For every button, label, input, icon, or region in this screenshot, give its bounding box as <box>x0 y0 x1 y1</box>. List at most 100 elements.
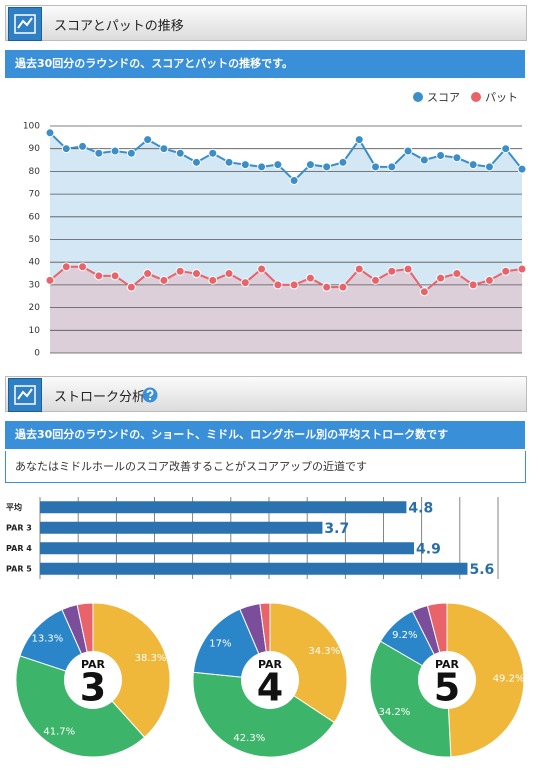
help-icon[interactable] <box>142 387 158 403</box>
center-label: PAR <box>435 658 460 671</box>
point <box>224 269 234 279</box>
point <box>403 146 413 156</box>
slice-label: 41.7% <box>43 727 75 738</box>
section-title: スコアとパットの推移 <box>54 19 184 34</box>
y-tick-label: PAR 4 <box>6 544 32 553</box>
point <box>208 148 218 158</box>
y-tick-label: PAR 3 <box>6 523 32 532</box>
point <box>240 278 250 288</box>
point <box>94 148 104 158</box>
point <box>322 282 332 292</box>
point <box>322 162 332 172</box>
point <box>273 280 283 290</box>
point <box>94 271 104 281</box>
point <box>452 269 462 279</box>
pie-center <box>241 651 299 709</box>
point <box>45 275 55 285</box>
y-tick-label: 0 <box>34 349 40 359</box>
legend-marker <box>471 92 481 102</box>
section-icon <box>8 378 42 412</box>
point <box>419 155 429 165</box>
point <box>305 273 315 283</box>
point <box>419 287 429 297</box>
point <box>354 264 364 274</box>
section-header: ストローク分析 <box>5 376 527 412</box>
point <box>289 280 299 290</box>
center-value: 5 <box>434 666 460 710</box>
point <box>143 135 153 145</box>
section-description: 過去30回分のラウンドの、ショート、ミドル、ロングホール別の平均ストローク数です <box>5 421 525 449</box>
point <box>110 146 120 156</box>
slice-label: 42.3% <box>233 733 265 744</box>
point <box>484 162 494 172</box>
point <box>110 271 120 281</box>
section-title: ストローク分析 <box>54 390 146 405</box>
point <box>305 160 315 170</box>
point <box>517 164 527 174</box>
point <box>436 151 446 161</box>
center-value: 3 <box>80 666 106 710</box>
point <box>501 266 511 276</box>
legend-label: パット <box>485 91 518 104</box>
point <box>126 148 136 158</box>
point <box>257 162 267 172</box>
center-value: 4 <box>257 666 283 710</box>
point <box>159 275 169 285</box>
slice-label: 49.2% <box>493 673 525 684</box>
y-tick-label: 100 <box>23 122 40 132</box>
value-label: 5.6 <box>469 562 494 578</box>
point <box>501 144 511 154</box>
section-icon <box>8 7 42 41</box>
point <box>387 266 397 276</box>
pie-slice <box>369 640 452 758</box>
legend-marker <box>413 92 423 102</box>
y-tick-label: PAR 5 <box>6 564 32 573</box>
y-tick-label: 10 <box>29 326 41 336</box>
point <box>517 264 527 274</box>
point <box>159 144 169 154</box>
point <box>452 153 462 163</box>
slice-label: 38.3% <box>135 653 167 664</box>
point <box>78 141 88 151</box>
y-tick-label: 70 <box>29 190 41 200</box>
bar <box>40 521 323 534</box>
section-header: スコアとパットの推移 <box>5 5 527 41</box>
slice-label: 34.2% <box>378 707 410 718</box>
pie-center <box>418 651 476 709</box>
center-label: PAR <box>258 658 283 671</box>
y-tick-label: 80 <box>29 167 41 177</box>
pie-slice <box>192 671 335 758</box>
point <box>387 162 397 172</box>
point <box>126 282 136 292</box>
point <box>371 275 381 285</box>
point <box>191 269 201 279</box>
point <box>224 157 234 167</box>
point <box>240 160 250 170</box>
value-label: 4.8 <box>408 500 433 516</box>
pie-slice <box>446 602 525 758</box>
point <box>175 148 185 158</box>
pie-slice <box>92 602 171 738</box>
point <box>338 157 348 167</box>
y-tick-label: 90 <box>29 144 41 154</box>
point <box>61 262 71 272</box>
advice-message: あなたはミドルホールのスコア改善することがスコアアップの近道です <box>5 451 526 483</box>
point <box>403 264 413 274</box>
pie-slice <box>15 655 146 758</box>
slice-label: 17% <box>209 638 231 649</box>
point <box>143 269 153 279</box>
point <box>208 275 218 285</box>
pie-center <box>64 651 122 709</box>
point <box>78 262 88 272</box>
y-tick-label: 30 <box>29 280 41 290</box>
point <box>61 144 71 154</box>
point <box>45 128 55 138</box>
section-description: 過去30回分のラウンドの、スコアとパットの推移です。 <box>5 50 525 78</box>
legend-label: スコア <box>427 91 460 104</box>
point <box>484 275 494 285</box>
bar <box>40 501 407 514</box>
y-tick-label: 50 <box>29 235 41 245</box>
point <box>289 175 299 185</box>
